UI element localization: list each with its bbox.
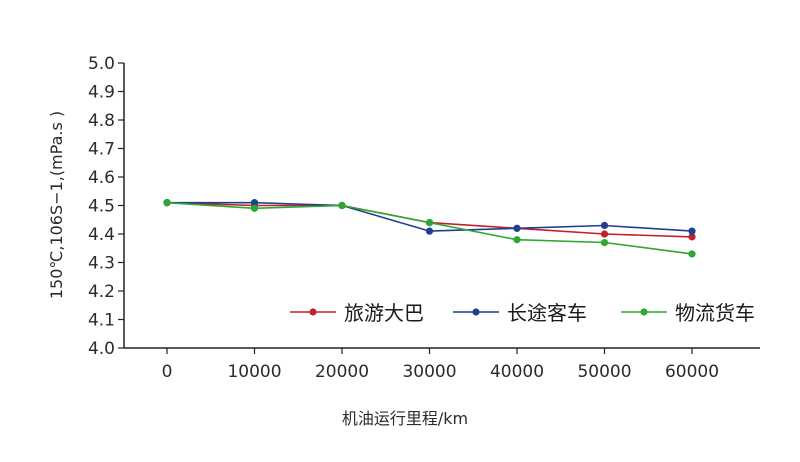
legend: 旅游大巴 长途客车 物流货车 (290, 301, 755, 325)
y-axis-title: 150℃,106S−1,(mPa.s ) (47, 111, 66, 299)
legend-label: 长途客车 (507, 301, 587, 325)
x-tick-label: 0 (162, 362, 173, 382)
series-3 (163, 199, 696, 258)
data-point (688, 227, 696, 235)
legend-marker (309, 308, 317, 316)
legend-item: 旅游大巴 (290, 301, 424, 325)
data-point (600, 230, 609, 238)
y-tick-label: 5.0 (88, 54, 115, 74)
data-point (600, 238, 609, 247)
x-axis: 0 10000 20000 30000 40000 50000 60000 (124, 347, 760, 382)
data-point (600, 221, 609, 230)
data-point (688, 233, 696, 241)
legend-label: 旅游大巴 (344, 301, 424, 325)
y-tick-label: 4.0 (88, 339, 115, 359)
data-point (513, 236, 521, 244)
data-point (688, 250, 696, 258)
x-tick-label: 60000 (665, 362, 719, 382)
data-point (250, 204, 259, 212)
legend-item: 长途客车 (453, 301, 587, 325)
x-axis-title: 机油运行里程/km (342, 409, 468, 428)
data-point (250, 199, 259, 207)
x-tick-label: 20000 (315, 362, 369, 382)
x-tick-label: 10000 (227, 362, 281, 382)
x-tick-label: 30000 (402, 362, 456, 382)
legend-item: 物流货车 (621, 301, 755, 325)
x-tick-label: 40000 (490, 362, 544, 382)
legend-marker (472, 308, 480, 316)
y-tick-label: 4.3 (88, 254, 115, 274)
data-point (513, 224, 521, 232)
data-point (425, 219, 434, 227)
y-tick-label: 4.2 (88, 282, 115, 302)
y-tick-label: 4.4 (88, 225, 115, 245)
y-tick-label: 4.6 (88, 168, 115, 188)
y-tick-label: 4.1 (88, 311, 115, 331)
y-tick-label: 4.5 (88, 197, 115, 217)
data-point (425, 227, 434, 235)
series-layer (163, 199, 696, 258)
y-tick-label: 4.9 (88, 83, 115, 103)
legend-label: 物流货车 (675, 301, 755, 325)
data-point (163, 199, 171, 207)
y-tick-label: 4.7 (88, 140, 115, 160)
legend-marker (640, 308, 648, 316)
y-axis: 4.0 4.1 4.2 4.3 4.4 4.5 4.6 4.7 4.8 4.9 5.0 (88, 54, 125, 359)
x-tick-label: 50000 (577, 362, 631, 382)
data-point (338, 201, 346, 210)
y-tick-label: 4.8 (88, 111, 115, 131)
